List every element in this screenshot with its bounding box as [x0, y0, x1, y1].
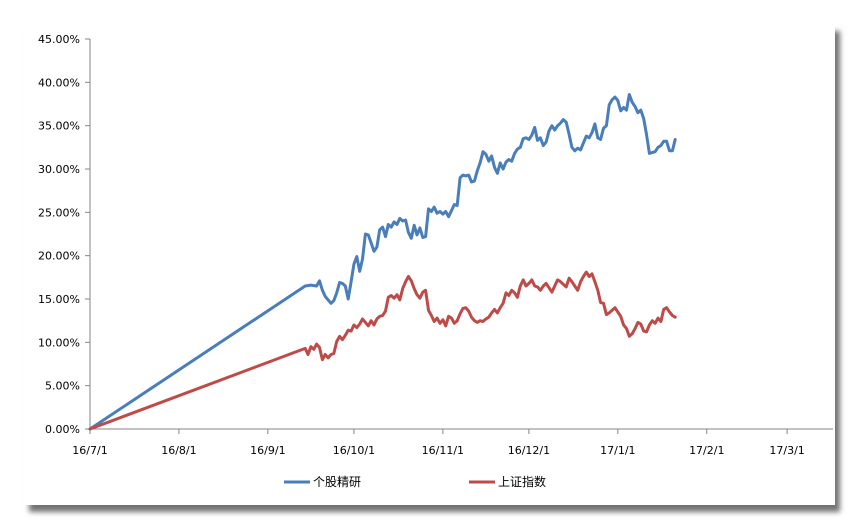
- series-line-1: [88, 93, 677, 431]
- y-tick-label: 25.00%: [38, 206, 80, 219]
- y-tick-label: 35.00%: [38, 120, 80, 133]
- legend-label-1: 个股精研: [313, 475, 361, 489]
- x-tick-label: 16/9/1: [250, 444, 285, 457]
- chart-svg: 0.00% 5.00% 10.00% 15.00% 20.00% 25.00% 30.00%…: [38, 33, 833, 489]
- x-tick-label: 16/7/1: [72, 444, 107, 457]
- legend-label-2: 上证指数: [498, 474, 546, 489]
- y-tick-label: 10.00%: [38, 336, 80, 349]
- x-tick-label: 16/10/1: [333, 444, 375, 457]
- x-tick-label: 16/12/1: [508, 444, 550, 457]
- y-tick-label: 15.00%: [38, 293, 80, 306]
- legend: 个股精研 上证指数: [284, 474, 546, 489]
- x-tick-label: 16/11/1: [422, 444, 464, 457]
- x-tick-label: 16/8/1: [161, 444, 196, 457]
- x-tick-label: 17/2/1: [689, 444, 724, 457]
- series-line-2: [88, 270, 677, 431]
- axes: 0.00% 5.00% 10.00% 15.00% 20.00% 25.00% 30.00%…: [38, 33, 833, 457]
- y-tick-label: 5.00%: [45, 380, 80, 393]
- x-tick-label: 17/3/1: [769, 444, 804, 457]
- y-tick-label: 20.00%: [38, 250, 80, 263]
- x-tick-label: 17/1/1: [600, 444, 635, 457]
- chart-frame: 0.00% 5.00% 10.00% 15.00% 20.00% 25.00% 30.00%…: [24, 24, 835, 505]
- y-tick-label: 30.00%: [38, 163, 80, 176]
- y-tick-label: 40.00%: [38, 76, 80, 89]
- y-tick-label: 0.00%: [45, 423, 80, 436]
- series-layer: [88, 93, 677, 431]
- y-tick-label: 45.00%: [38, 33, 80, 46]
